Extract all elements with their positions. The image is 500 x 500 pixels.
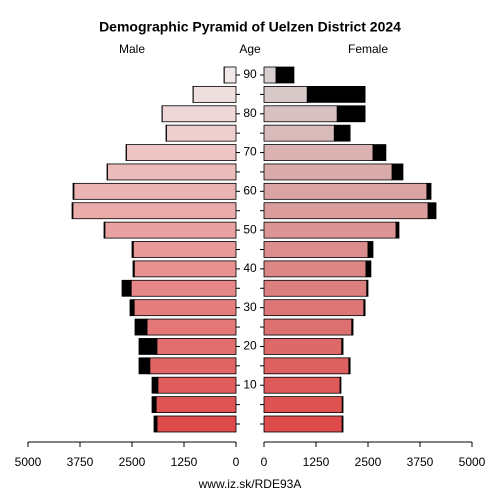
bar-foreign [426, 182, 432, 200]
bar [263, 241, 369, 258]
bar-foreign [103, 221, 106, 239]
x-tick-label: 2500 [355, 455, 382, 469]
bar [263, 163, 393, 181]
right-label: Female [348, 42, 388, 56]
bar [223, 66, 237, 84]
bar [156, 415, 237, 433]
x-tick-label: 3750 [67, 455, 94, 469]
bar [156, 338, 237, 355]
y-tick-label: 40 [243, 261, 257, 275]
y-tick-label: 80 [243, 106, 257, 120]
bar-foreign [151, 396, 157, 414]
y-tick-label: 60 [243, 184, 257, 198]
bar-foreign [131, 241, 134, 258]
bar [263, 396, 343, 414]
bar-foreign [151, 376, 159, 394]
bar-foreign [134, 318, 148, 336]
bar-foreign [341, 396, 344, 414]
y-tick-label: 10 [243, 377, 257, 391]
x-tick-label: 0 [261, 455, 268, 469]
center-label: Age [239, 42, 261, 56]
bar [263, 144, 374, 161]
bar-foreign [72, 182, 75, 200]
bar-foreign [363, 299, 366, 317]
x-tick-label: 5000 [459, 455, 486, 469]
bar-foreign [121, 279, 132, 297]
bar-foreign [153, 415, 158, 433]
bar [263, 221, 397, 239]
bar [126, 144, 237, 161]
bar-foreign [366, 279, 369, 297]
y-tick-label: 30 [243, 300, 257, 314]
bar-foreign [132, 260, 135, 278]
bar [73, 182, 237, 200]
x-tick-label: 2500 [119, 455, 146, 469]
bar-foreign [275, 66, 295, 84]
bar [155, 396, 237, 414]
left-label: Male [119, 42, 145, 56]
bar-foreign [138, 357, 151, 375]
x-tick-label: 1250 [303, 455, 330, 469]
bar [104, 221, 237, 239]
bar-foreign [339, 376, 342, 394]
x-tick-label: 0 [233, 455, 240, 469]
bar-foreign [391, 163, 404, 181]
bar [263, 105, 338, 123]
bar-foreign [367, 241, 374, 258]
bar [107, 163, 237, 181]
bar-foreign [333, 124, 351, 142]
bar [263, 318, 353, 336]
bar [130, 279, 237, 297]
bar [149, 357, 237, 375]
bar-foreign [336, 105, 366, 123]
bar-foreign [138, 338, 158, 355]
bar [263, 376, 341, 394]
bar [263, 182, 428, 200]
footer: www.iz.sk/RDE93A [198, 477, 302, 491]
bar [263, 124, 335, 142]
bar-foreign [372, 144, 387, 161]
chart-title: Demographic Pyramid of Uelzen District 2… [99, 19, 401, 35]
bar-foreign [427, 202, 437, 220]
x-tick-label: 3750 [407, 455, 434, 469]
bar-foreign [71, 202, 74, 220]
bar [132, 241, 237, 258]
bar-foreign [341, 415, 344, 433]
bar [72, 202, 237, 220]
bar-foreign [129, 299, 135, 317]
bar [146, 318, 237, 336]
bar-foreign [351, 318, 354, 336]
bar [166, 124, 237, 142]
bar [263, 202, 429, 220]
x-tick-label: 1250 [171, 455, 198, 469]
bar [263, 279, 368, 297]
bar-foreign [365, 260, 372, 278]
bar [263, 299, 365, 317]
bar [263, 357, 350, 375]
y-tick-label: 20 [243, 339, 257, 353]
bar [263, 415, 343, 433]
bar [192, 85, 237, 103]
bar-foreign [341, 338, 344, 355]
bar [133, 299, 237, 317]
y-tick-label: 50 [243, 222, 257, 236]
bar [161, 105, 237, 123]
bar [263, 85, 308, 103]
y-tick-label: 90 [243, 67, 257, 81]
x-tick-label: 5000 [15, 455, 42, 469]
bar [157, 376, 237, 394]
bar [263, 260, 367, 278]
y-tick-label: 70 [243, 145, 257, 159]
bar [133, 260, 237, 278]
bar-foreign [395, 221, 400, 239]
bar-foreign [348, 357, 351, 375]
bar [263, 66, 277, 84]
bar-foreign [306, 85, 366, 103]
bar [263, 338, 343, 355]
